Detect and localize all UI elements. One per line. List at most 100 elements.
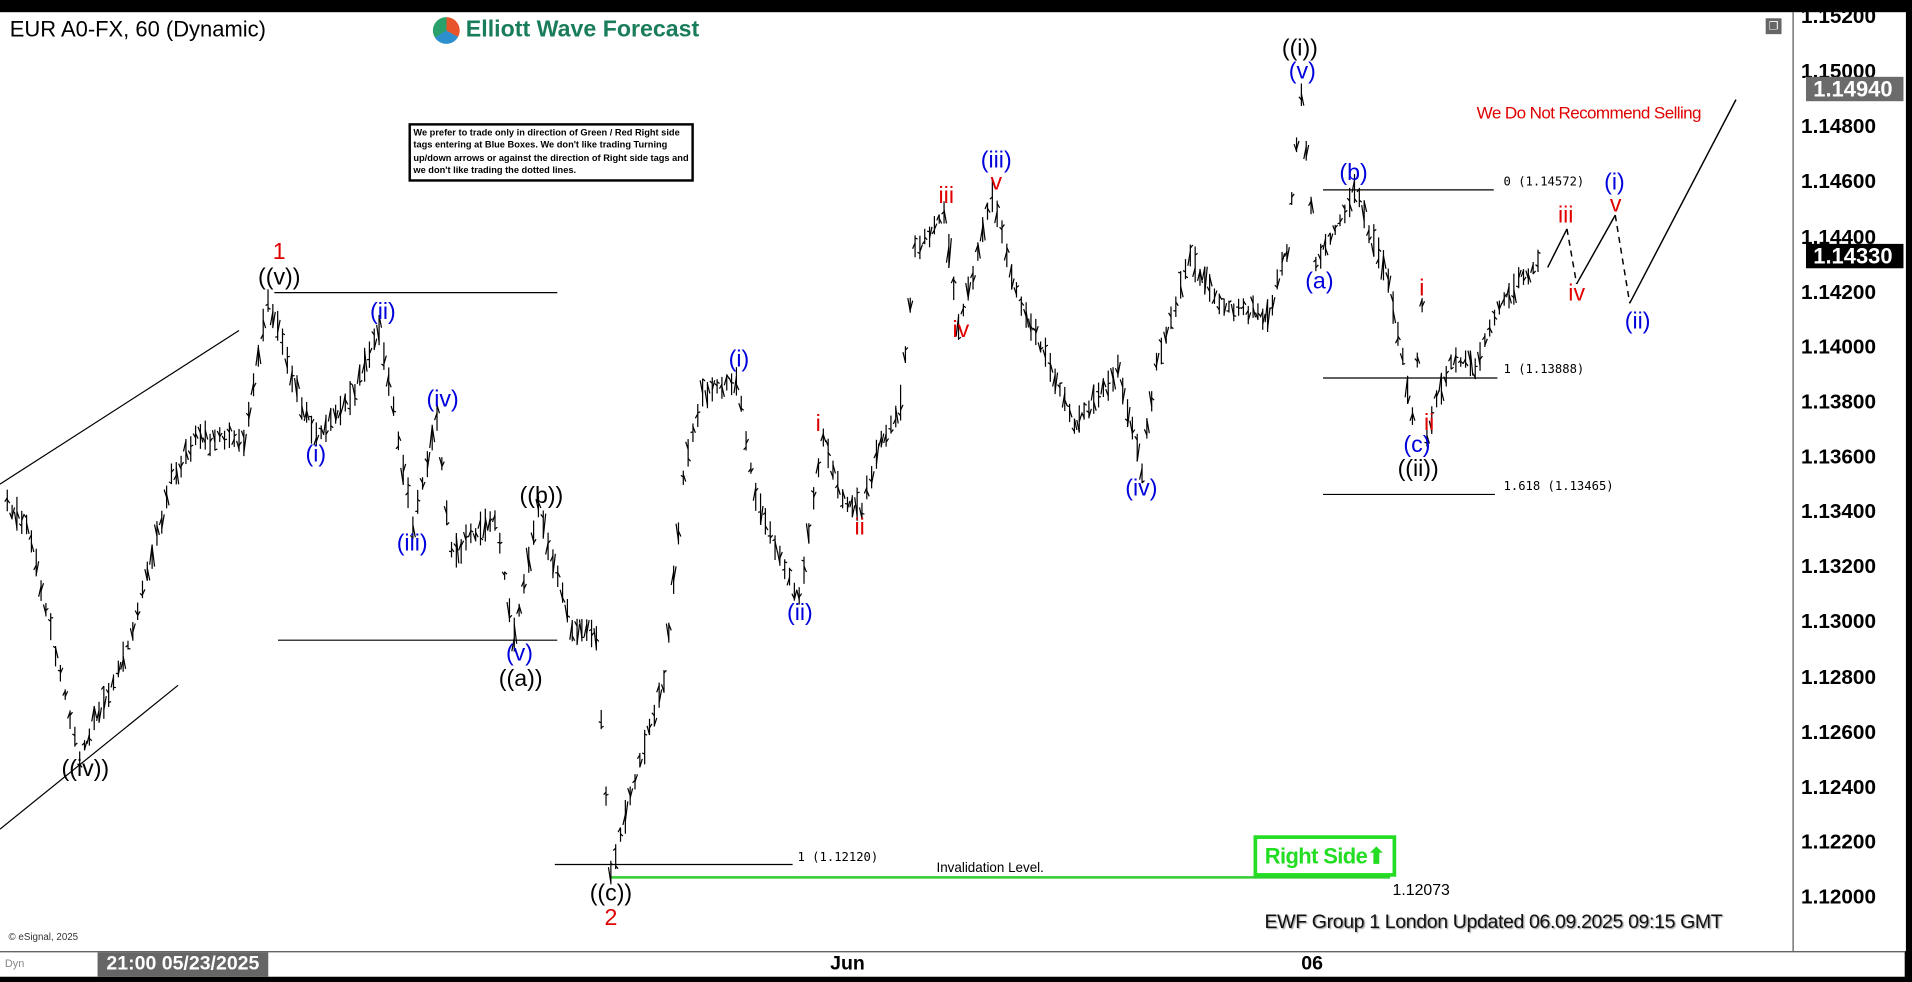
wave-label: v	[1610, 193, 1622, 216]
wave-label: ii	[855, 516, 865, 539]
copyright: © eSignal, 2025	[9, 932, 79, 943]
wave-label: (ii)	[787, 602, 813, 625]
channel-line-upper	[0, 330, 239, 484]
logo-text: Elliott Wave Forecast	[466, 17, 699, 44]
bar-close-tick	[287, 356, 289, 357]
wave-label: i	[1419, 277, 1424, 300]
projection-path	[1615, 215, 1629, 303]
bar-open-tick	[449, 551, 451, 552]
arrow-up-icon: ⬆	[1367, 843, 1385, 869]
price-tick-label: 1.14000	[1801, 335, 1876, 359]
wave-label: (iii)	[981, 149, 1012, 172]
wave-label: (c)	[1403, 433, 1430, 456]
wave-label: (iv)	[427, 388, 459, 411]
right-side-label: Right Side	[1265, 843, 1367, 869]
wave-label: iv	[953, 319, 970, 342]
wave-label: ((a))	[499, 668, 543, 691]
updated-timestamp: EWF Group 1 London Updated 06.09.2025 09…	[1265, 912, 1723, 934]
logo-icon	[433, 17, 460, 44]
time-axis[interactable]: Dyn 21:00 05/23/2025 Jun 06	[0, 951, 1905, 977]
projection-path	[1567, 229, 1577, 284]
wave-label: ((c))	[590, 882, 632, 905]
price-tick-label: 1.13000	[1801, 610, 1876, 634]
projection-path	[1548, 229, 1567, 268]
wave-label: (b)	[1339, 162, 1367, 185]
fib-level-1618: 1.618 (1.13465)	[1504, 480, 1614, 493]
wave-label: 2	[604, 907, 617, 930]
logo: Elliott Wave Forecast	[433, 17, 699, 44]
price-tick-label: 1.12400	[1801, 775, 1876, 799]
wave-label: (v)	[1289, 60, 1316, 83]
wave-label: (i)	[729, 348, 750, 371]
time-label-jun: Jun	[830, 954, 865, 976]
fib-level-1: 1 (1.13888)	[1504, 363, 1585, 376]
wave-label: ii	[1424, 412, 1434, 435]
invalidation-value: 1.12073	[1393, 880, 1450, 898]
bar-open-tick	[1178, 272, 1180, 273]
price-tick-label: 1.15200	[1801, 5, 1876, 29]
wave-label: ((ii))	[1398, 458, 1439, 481]
wave-label: iii	[939, 185, 954, 208]
bar-open-tick	[1338, 223, 1340, 224]
projection-path	[1577, 215, 1616, 284]
bar-close-tick	[225, 439, 227, 440]
wave-label: (i)	[1604, 171, 1625, 194]
price-tick-label: 1.13800	[1801, 390, 1876, 414]
price-tick-label: 1.13600	[1801, 445, 1876, 469]
symbol-title: EUR A0-FX, 60 (Dynamic)	[10, 17, 266, 43]
wave-label: (v)	[506, 642, 533, 665]
price-tick-label: 1.12200	[1801, 830, 1876, 854]
price-tick-label: 1.12800	[1801, 665, 1876, 689]
wave-label: 1	[273, 241, 286, 264]
bar-open-tick	[280, 342, 282, 343]
bar-open-tick	[58, 670, 60, 671]
wave-label: (ii)	[1625, 310, 1651, 333]
price-tick-label: 1.14600	[1801, 170, 1876, 194]
window-restore-icon[interactable]: ❐	[1766, 18, 1782, 34]
wave-label: (iii)	[397, 532, 428, 555]
high-price-tag: 1.14940	[1806, 76, 1904, 100]
bar-close-tick	[394, 411, 396, 412]
invalidation-label: Invalidation Level.	[936, 861, 1043, 876]
bar-close-tick	[606, 794, 608, 795]
wave-label: ((v))	[258, 266, 300, 289]
price-tick-label: 1.14800	[1801, 115, 1876, 139]
fib-level-wave2: 1 (1.12120)	[797, 851, 878, 864]
wave-label: iv	[1568, 282, 1585, 305]
wave-label: iii	[1558, 204, 1573, 227]
wave-label: (ii)	[370, 301, 396, 324]
bar-close-tick	[857, 492, 859, 493]
bar-open-tick	[691, 432, 693, 433]
bar-close-tick	[732, 383, 734, 384]
last-price-tag: 1.14330	[1806, 244, 1904, 268]
projection-path	[1630, 100, 1736, 304]
bar-close-tick	[645, 734, 647, 735]
bar-close-tick	[785, 562, 787, 563]
dyn-label: Dyn	[5, 957, 25, 969]
wave-label: v	[990, 171, 1002, 194]
bar-open-tick	[758, 512, 760, 513]
price-tick-label: 1.13200	[1801, 555, 1876, 579]
price-tick-label: 1.12600	[1801, 720, 1876, 744]
price-tick-label: 1.14200	[1801, 280, 1876, 304]
price-tick-label: 1.12000	[1801, 885, 1876, 909]
fib-level-0: 0 (1.14572)	[1504, 176, 1585, 189]
wave-label: ((iv))	[62, 758, 110, 781]
price-tick-label: 1.13400	[1801, 500, 1876, 524]
bar-open-tick	[348, 408, 350, 409]
wave-label: (a)	[1305, 270, 1333, 293]
bar-close-tick	[862, 513, 864, 514]
crosshair-time-label: 21:00 05/23/2025	[98, 952, 269, 976]
wave-label: ((i))	[1282, 37, 1318, 60]
disclaimer-box: We prefer to trade only in direction of …	[408, 123, 693, 181]
bar-open-tick	[275, 337, 277, 338]
wave-label: (iv)	[1125, 477, 1157, 500]
right-side-tag: Right Side ⬆	[1254, 835, 1397, 876]
recommendation-text: We Do Not Recommend Selling	[1477, 102, 1701, 122]
wave-label: (i)	[306, 443, 327, 466]
wave-label: i	[816, 413, 821, 436]
time-label-06: 06	[1301, 954, 1323, 976]
wave-label: ((b))	[520, 485, 564, 508]
